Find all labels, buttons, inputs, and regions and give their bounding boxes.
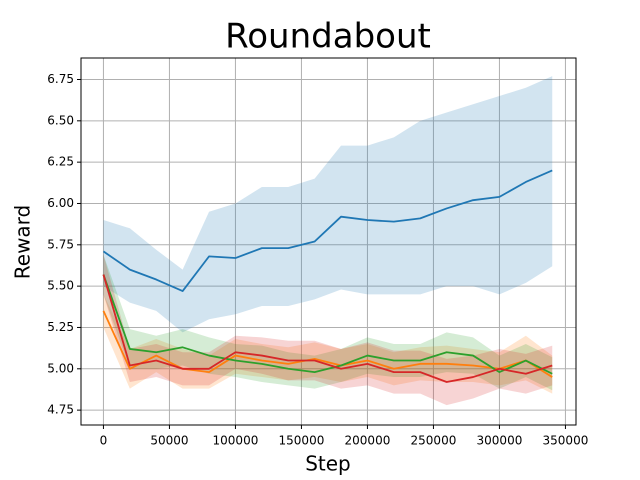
y-axis-label: Reward (11, 205, 35, 279)
x-tick-label: 100000 (213, 434, 259, 448)
x-tick-label: 0 (100, 434, 108, 448)
y-tick-label: 4.75 (47, 403, 74, 417)
x-tick-label: 50000 (150, 434, 188, 448)
line (102, 169, 553, 292)
y-tick-label: 5.00 (47, 361, 74, 375)
x-tick-label: 200000 (345, 434, 391, 448)
y-tick-label: 6.75 (47, 72, 74, 86)
x-tick-label: 350000 (543, 434, 589, 448)
y-tick-label: 5.25 (47, 320, 74, 334)
y-tick-label: 6.00 (47, 196, 74, 210)
line (102, 274, 553, 375)
y-tick-label: 6.50 (47, 113, 74, 127)
x-tick-label: 250000 (411, 434, 457, 448)
y-tick-label: 5.75 (47, 237, 74, 251)
x-tick-label: 300000 (477, 434, 523, 448)
chart-title: Roundabout (225, 17, 431, 57)
y-tick-label: 6.25 (47, 155, 74, 169)
x-tick-label: 150000 (279, 434, 325, 448)
x-axis-label: Step (305, 452, 351, 476)
band (103, 76, 553, 333)
y-tick-label: 5.50 (47, 279, 74, 293)
plot-frame (80, 57, 577, 426)
line (102, 274, 553, 383)
